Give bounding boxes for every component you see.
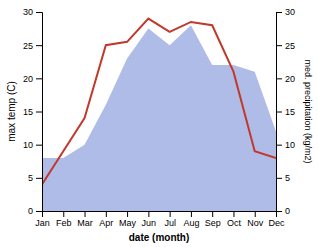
y-tick: 10	[23, 140, 42, 150]
x-tick: Aug	[183, 211, 199, 228]
x-tick: Jun	[142, 211, 157, 228]
y2-tick: 15	[276, 107, 295, 117]
y2-tick-mark	[276, 12, 282, 13]
y-tick-mark	[36, 112, 42, 113]
y-tick: 30	[23, 7, 42, 17]
x-tick: May	[119, 211, 137, 228]
y2-tick-mark	[276, 112, 282, 113]
x-tick-mark	[85, 211, 86, 217]
y2-tick: 0	[276, 206, 290, 216]
x-axis-title: date (month)	[129, 232, 190, 243]
y-axis: 0 5 10 15 20 25 30	[23, 7, 43, 216]
x-tick-label: Aug	[183, 218, 199, 228]
x-tick-label: Oct	[227, 218, 242, 228]
y-tick-label: 0	[28, 206, 33, 216]
plot-area: JanFebMarAprMayJunJulAugSepOctNovDec0510…	[23, 7, 295, 228]
x-tick-mark	[127, 211, 128, 217]
x-tick: Jul	[164, 211, 176, 228]
y2-axis-title: med. precipitation (kg/m2)	[303, 59, 313, 163]
y2-tick-label: 0	[285, 206, 290, 216]
y-tick-mark	[36, 78, 42, 79]
x-tick: Feb	[56, 211, 72, 228]
x-tick-mark	[212, 211, 213, 217]
y-tick: 15	[23, 107, 42, 117]
y2-axis-line	[277, 13, 283, 212]
y2-tick-label: 5	[285, 173, 290, 183]
y-tick-mark	[36, 45, 42, 46]
y-tick-label: 15	[23, 107, 33, 117]
y-tick: 5	[28, 173, 42, 183]
y2-tick-mark	[276, 178, 282, 179]
y2-tick-label: 20	[285, 74, 295, 84]
y-axis-title: max temp (C)	[6, 81, 17, 142]
temp-line	[42, 19, 276, 185]
y-tick-mark	[36, 145, 42, 146]
x-tick-mark	[106, 211, 107, 217]
y2-tick: 25	[276, 41, 295, 51]
x-tick-label: Apr	[99, 218, 113, 228]
y-tick-label: 30	[23, 7, 33, 17]
x-tick: Jan	[35, 211, 50, 228]
y2-tick-label: 25	[285, 41, 295, 51]
x-tick-label: May	[119, 218, 137, 228]
y-tick-label: 20	[23, 74, 33, 84]
x-tick-label: Jan	[35, 218, 50, 228]
x-tick-mark	[191, 211, 192, 217]
y-tick-mark	[36, 178, 42, 179]
chart-svg: JanFebMarAprMayJunJulAugSepOctNovDec0510…	[0, 0, 318, 247]
x-tick: Dec	[268, 211, 285, 228]
x-tick-label: Jul	[164, 218, 176, 228]
precip-area	[42, 25, 276, 211]
x-tick-label: Nov	[247, 218, 264, 228]
y2-tick-mark	[276, 145, 282, 146]
x-axis-line	[43, 212, 277, 218]
y2-tick: 20	[276, 74, 295, 84]
y2-tick-mark	[276, 211, 282, 212]
y2-tick: 10	[276, 140, 295, 150]
y2-axis: 0 5 10 15 20 25 30	[276, 7, 295, 216]
data-group	[42, 19, 276, 211]
x-tick-mark	[233, 211, 234, 217]
x-tick-mark	[63, 211, 64, 217]
x-tick-mark	[255, 211, 256, 217]
x-axis: Jan Feb Mar Apr May Jun Jul Aug Sep Oct Nov Dec	[35, 211, 285, 228]
x-tick: Sep	[205, 211, 221, 228]
y2-tick-label: 10	[285, 140, 295, 150]
y-tick-label: 25	[23, 41, 33, 51]
y-tick: 25	[23, 41, 42, 51]
y2-tick-label: 15	[285, 107, 295, 117]
x-tick-label: Sep	[205, 218, 221, 228]
x-tick-label: Jun	[142, 218, 157, 228]
y-tick: 20	[23, 74, 42, 84]
x-tick-label: Feb	[56, 218, 72, 228]
y2-tick-mark	[276, 45, 282, 46]
y2-tick-mark	[276, 78, 282, 79]
x-tick-mark	[148, 211, 149, 217]
y2-tick: 5	[276, 173, 290, 183]
y2-tick: 30	[276, 7, 295, 17]
x-tick: Nov	[247, 211, 264, 228]
y-tick-label: 5	[28, 173, 33, 183]
x-tick: Mar	[77, 211, 93, 228]
x-tick-mark	[170, 211, 171, 217]
y-tick-mark	[36, 12, 42, 13]
y-tick: 0	[28, 206, 42, 216]
y-tick-label: 10	[23, 140, 33, 150]
y-tick-mark	[36, 211, 42, 212]
x-tick: Oct	[227, 211, 242, 228]
y-axis-line	[36, 13, 43, 212]
x-tick-label: Mar	[77, 218, 93, 228]
x-tick-label: Dec	[268, 218, 285, 228]
x-tick: Apr	[99, 211, 113, 228]
y2-tick-label: 30	[285, 7, 295, 17]
